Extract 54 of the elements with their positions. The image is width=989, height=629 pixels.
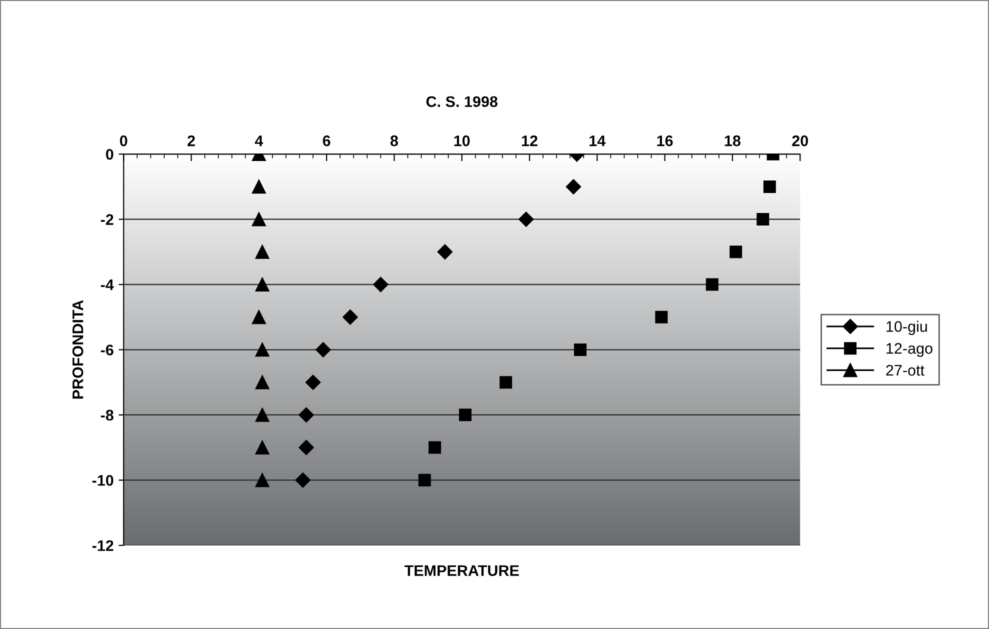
point (730, 246, 742, 258)
point (373, 276, 388, 292)
point (252, 212, 266, 226)
point (255, 473, 270, 488)
point (706, 278, 718, 291)
point (756, 213, 770, 226)
point (298, 440, 314, 456)
point (458, 408, 472, 422)
point (255, 278, 270, 292)
point (255, 440, 270, 454)
x-tick-label: 8 (390, 135, 398, 146)
point (295, 472, 310, 488)
x-tick-label: 6 (322, 135, 330, 146)
point (255, 342, 270, 357)
point (518, 212, 534, 227)
point (566, 179, 582, 194)
y-tick-label: -2 (100, 214, 114, 225)
x-tick-label: 4 (254, 136, 264, 146)
chart-title: C. S. 1998 (426, 96, 498, 108)
point (428, 441, 442, 454)
x-axis-title: TEMPERATURE (404, 565, 519, 576)
y-tick-label: -4 (100, 280, 114, 290)
point (574, 343, 586, 356)
point (305, 374, 321, 390)
point (655, 310, 668, 324)
y-tick-label: -6 (100, 344, 114, 356)
legend-label: 12-ago (886, 343, 932, 357)
x-tick-label: 2 (188, 135, 195, 146)
point (763, 180, 776, 193)
y-tick-label: -10 (92, 475, 114, 486)
x-tick-label: 10 (454, 135, 470, 146)
x-tick-label: 20 (792, 135, 808, 146)
legend-label: 10-giu (886, 320, 927, 335)
point (418, 474, 431, 486)
y-tick-label: -8 (100, 410, 114, 421)
x-tick-label: 12 (522, 135, 538, 146)
point (252, 310, 266, 324)
point (298, 407, 314, 422)
y-axis-title: PROFONDITA (72, 300, 84, 399)
x-tick-label: 0 (120, 135, 128, 146)
x-tick-label: 18 (724, 135, 740, 146)
y-tick-label: -12 (92, 540, 114, 551)
point (437, 244, 453, 260)
point (316, 342, 331, 358)
x-tick-label: 14 (590, 136, 606, 146)
legend-label: 27-ott (886, 364, 924, 376)
x-tick-label: 16 (657, 135, 673, 146)
point (252, 180, 266, 194)
point (342, 310, 358, 325)
point (500, 376, 512, 389)
point (255, 244, 270, 259)
point (255, 375, 270, 390)
y-tick-label: 0 (106, 148, 114, 160)
point (255, 408, 270, 422)
